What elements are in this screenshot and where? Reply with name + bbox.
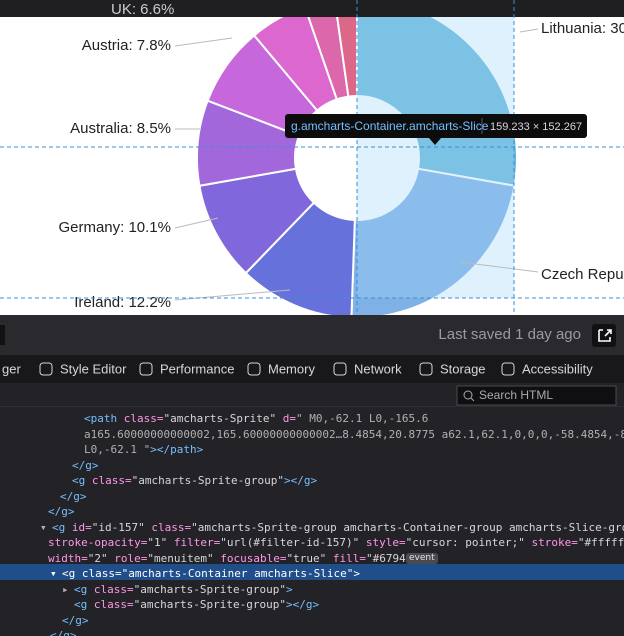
- browser-view: UK: 6.6% Austria: 7.8% Australia: 8.5% G…: [0, 0, 624, 407]
- tab-icon: [39, 362, 53, 376]
- tooltip: g.amcharts-Container.amcharts-Slice 159.…: [285, 114, 587, 145]
- guides: [0, 0, 624, 355]
- donut-chart: [196, 0, 518, 319]
- label-lithuania: Lithuania: 30: [541, 20, 624, 37]
- code-line[interactable]: </g>: [60, 489, 87, 503]
- code-line[interactable]: <g class="amcharts-Sprite-group"></g>: [74, 598, 320, 611]
- slice[interactable]: [333, 0, 358, 98]
- selected-row: [0, 564, 624, 580]
- tab-icon: [139, 362, 153, 376]
- tab[interactable]: Storage: [440, 361, 486, 376]
- footer-edge: [0, 325, 5, 345]
- tab[interactable]: ger: [2, 361, 21, 376]
- tabs: ger Style Editor Performance Memory Network S…: [2, 361, 593, 376]
- code-line[interactable]: </g>: [62, 613, 89, 627]
- label-czech: Czech Repu: [541, 266, 624, 283]
- expander[interactable]: ▾: [50, 567, 57, 580]
- tab-icon: [419, 362, 433, 376]
- save-status: Last saved 1 day ago: [438, 326, 581, 343]
- tab[interactable]: Memory: [268, 361, 315, 376]
- code-line[interactable]: </g>: [48, 505, 75, 518]
- code-line[interactable]: <g class="amcharts-Sprite-group"></g>: [72, 474, 318, 487]
- code-line[interactable]: </g>: [72, 458, 99, 472]
- code-line[interactable]: <g id="id-157" class="amcharts-Sprite-gr…: [52, 520, 624, 534]
- search-placeholder: Search HTML: [479, 388, 553, 402]
- expander[interactable]: ▸: [62, 582, 69, 596]
- label-germany: Germany: 10.1%: [58, 219, 171, 236]
- tab-icon: [333, 362, 347, 376]
- devtools-toolbar: [0, 355, 624, 383]
- search-box[interactable]: Search HTML: [456, 385, 617, 406]
- tab[interactable]: Performance: [160, 361, 234, 376]
- label-australia: Australia: 8.5%: [70, 120, 171, 137]
- footer: [0, 315, 624, 355]
- leader-lines: [174, 28, 539, 301]
- code-line[interactable]: <g class="amcharts-Sprite-group">: [74, 582, 293, 596]
- markup-view: <path class="amcharts-Sprite" d=" M0,-62…: [0, 407, 624, 636]
- code-line[interactable]: </g>: [50, 629, 77, 636]
- code-line[interactable]: stroke-opacity="1" filter="url(#filter-i…: [48, 536, 624, 549]
- event-badge[interactable]: event: [406, 552, 438, 564]
- tab[interactable]: Accessibility: [522, 361, 593, 376]
- label-austria: Austria: 7.8%: [82, 37, 171, 54]
- code-line[interactable]: L0,-62.1 "></path>: [84, 443, 204, 456]
- tab-icon: [247, 362, 261, 376]
- slice[interactable]: [244, 201, 356, 319]
- tab-icon: [501, 362, 515, 376]
- label-uk: UK: 6.6%: [111, 1, 174, 18]
- code-line[interactable]: width="2" role="menuitem" focusable="tru…: [48, 551, 432, 565]
- tab[interactable]: Style Editor: [60, 361, 127, 376]
- open-button[interactable]: [592, 324, 616, 347]
- label-ireland: Ireland: 12.2%: [74, 294, 171, 311]
- tooltip-selector: g.amcharts-Container.amcharts-Slice: [291, 119, 489, 133]
- element-highlight: [357, 0, 514, 298]
- code-line[interactable]: a165.60000000000002,165.60000000000002…8…: [84, 427, 624, 441]
- expander[interactable]: ▾: [40, 520, 47, 534]
- tooltip-size: 159.233 × 152.267: [490, 121, 582, 133]
- tab[interactable]: Network: [354, 361, 402, 376]
- code-line[interactable]: <path class="amcharts-Sprite" d=" M0,-62…: [84, 412, 429, 425]
- top-bar: [0, 0, 624, 17]
- code-line[interactable]: <g class="amcharts-Container amcharts-Sl…: [62, 567, 361, 580]
